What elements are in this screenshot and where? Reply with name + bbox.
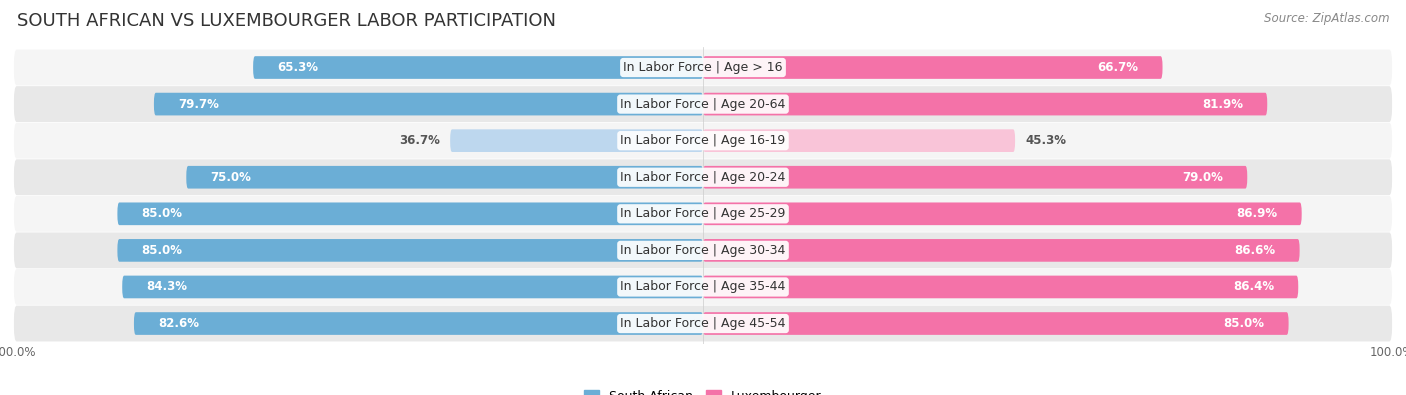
FancyBboxPatch shape — [14, 86, 1392, 122]
Text: 36.7%: 36.7% — [399, 134, 440, 147]
FancyBboxPatch shape — [14, 269, 1392, 305]
FancyBboxPatch shape — [703, 312, 1289, 335]
Text: 75.0%: 75.0% — [211, 171, 252, 184]
Text: 81.9%: 81.9% — [1202, 98, 1243, 111]
Text: 45.3%: 45.3% — [1025, 134, 1066, 147]
FancyBboxPatch shape — [703, 276, 1298, 298]
FancyBboxPatch shape — [14, 159, 1392, 195]
Text: 85.0%: 85.0% — [1223, 317, 1264, 330]
Text: In Labor Force | Age 20-24: In Labor Force | Age 20-24 — [620, 171, 786, 184]
Text: 86.4%: 86.4% — [1233, 280, 1274, 293]
Text: 66.7%: 66.7% — [1098, 61, 1139, 74]
FancyBboxPatch shape — [703, 166, 1247, 188]
Text: Source: ZipAtlas.com: Source: ZipAtlas.com — [1264, 12, 1389, 25]
FancyBboxPatch shape — [134, 312, 703, 335]
FancyBboxPatch shape — [703, 93, 1267, 115]
FancyBboxPatch shape — [14, 123, 1392, 158]
FancyBboxPatch shape — [703, 56, 1163, 79]
FancyBboxPatch shape — [703, 129, 1015, 152]
Text: In Labor Force | Age > 16: In Labor Force | Age > 16 — [623, 61, 783, 74]
Text: In Labor Force | Age 45-54: In Labor Force | Age 45-54 — [620, 317, 786, 330]
Text: 85.0%: 85.0% — [142, 244, 183, 257]
Text: 85.0%: 85.0% — [142, 207, 183, 220]
FancyBboxPatch shape — [14, 50, 1392, 85]
FancyBboxPatch shape — [14, 233, 1392, 268]
FancyBboxPatch shape — [14, 306, 1392, 341]
FancyBboxPatch shape — [253, 56, 703, 79]
FancyBboxPatch shape — [703, 239, 1299, 262]
Text: In Labor Force | Age 16-19: In Labor Force | Age 16-19 — [620, 134, 786, 147]
Text: 65.3%: 65.3% — [277, 61, 318, 74]
Text: In Labor Force | Age 20-64: In Labor Force | Age 20-64 — [620, 98, 786, 111]
Text: In Labor Force | Age 25-29: In Labor Force | Age 25-29 — [620, 207, 786, 220]
FancyBboxPatch shape — [14, 196, 1392, 232]
Legend: South African, Luxembourger: South African, Luxembourger — [585, 389, 821, 395]
FancyBboxPatch shape — [703, 203, 1302, 225]
FancyBboxPatch shape — [117, 203, 703, 225]
Text: In Labor Force | Age 30-34: In Labor Force | Age 30-34 — [620, 244, 786, 257]
FancyBboxPatch shape — [186, 166, 703, 188]
Text: 86.9%: 86.9% — [1236, 207, 1278, 220]
FancyBboxPatch shape — [153, 93, 703, 115]
Text: 82.6%: 82.6% — [157, 317, 200, 330]
Text: 79.0%: 79.0% — [1182, 171, 1223, 184]
Text: 86.6%: 86.6% — [1234, 244, 1275, 257]
FancyBboxPatch shape — [122, 276, 703, 298]
Text: 79.7%: 79.7% — [179, 98, 219, 111]
FancyBboxPatch shape — [450, 129, 703, 152]
FancyBboxPatch shape — [117, 239, 703, 262]
Text: SOUTH AFRICAN VS LUXEMBOURGER LABOR PARTICIPATION: SOUTH AFRICAN VS LUXEMBOURGER LABOR PART… — [17, 12, 555, 30]
Text: In Labor Force | Age 35-44: In Labor Force | Age 35-44 — [620, 280, 786, 293]
Text: 84.3%: 84.3% — [146, 280, 187, 293]
